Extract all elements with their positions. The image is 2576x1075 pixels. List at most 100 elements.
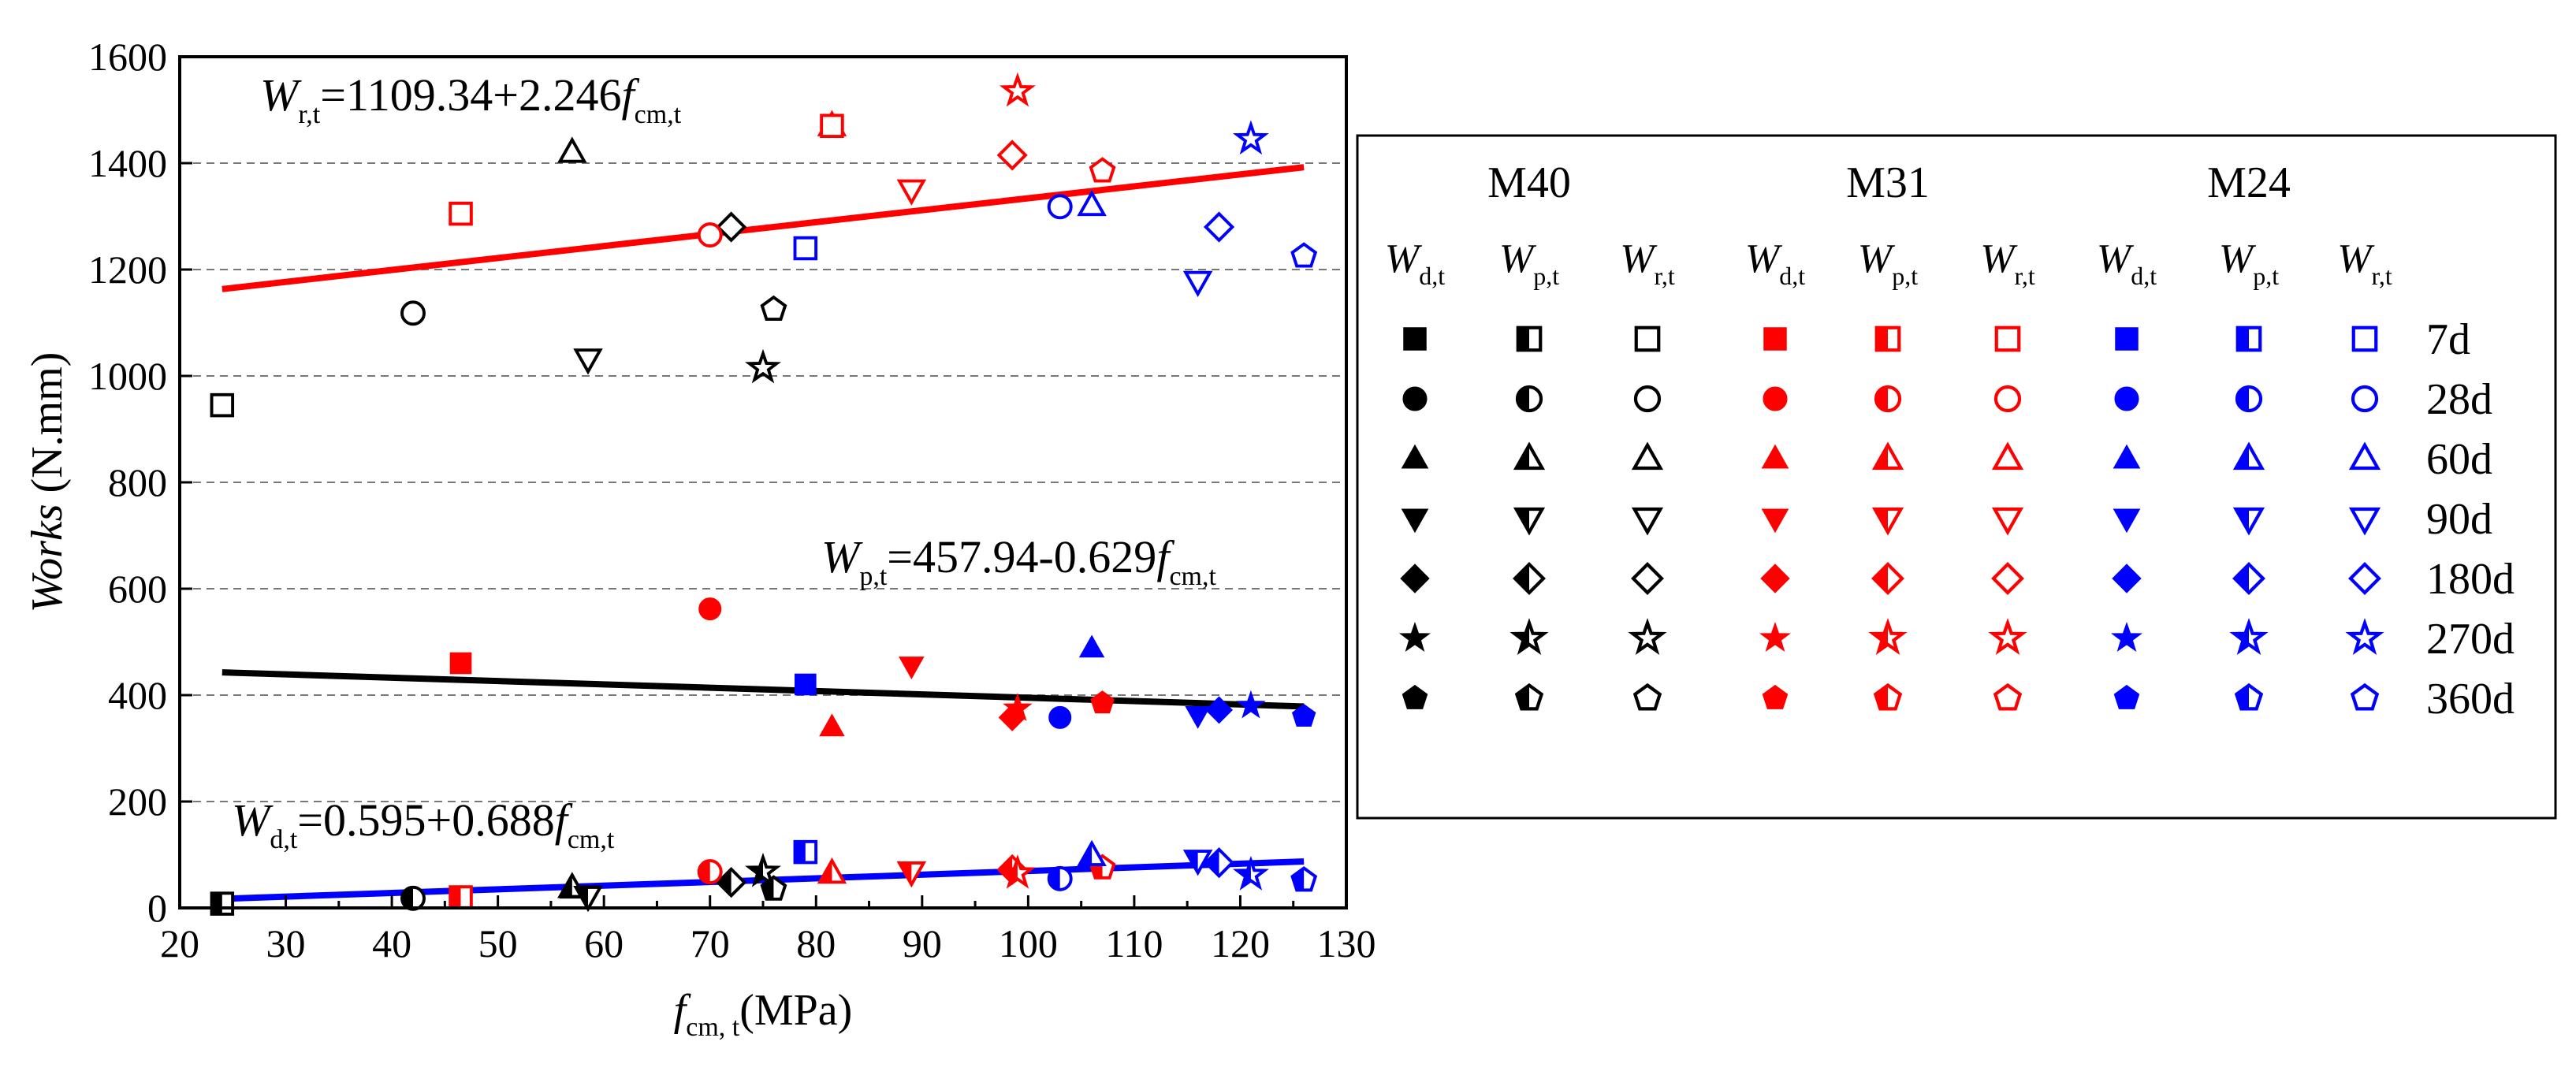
legend-marker-M31-Wd-360d — [1762, 684, 1789, 709]
x-tick-label: 90 — [903, 921, 942, 965]
fit-equation-Wp: Wp,t=457.94-0.629fcm,t — [821, 531, 1216, 591]
legend-marker-M24-Wr-90d — [2348, 507, 2381, 536]
x-tick-label: 110 — [1105, 921, 1163, 965]
data-point-M40-Wr-28d — [400, 300, 426, 326]
legend-marker-M24-Wd-7d — [2115, 327, 2139, 351]
data-point-M31-Wr-7d — [449, 201, 473, 226]
legend-marker-M31-Wd-28d — [1763, 386, 1788, 411]
data-point-M31-Wd-270d — [1003, 693, 1033, 721]
legend-marker-M40-Wp-7d — [1516, 325, 1543, 352]
data-point-M24-Wr-180d — [1203, 211, 1235, 243]
y-tick-label: 0 — [147, 886, 167, 930]
data-point-M24-Wp-360d — [1290, 866, 1318, 892]
legend-marker-M40-Wd-90d — [1401, 508, 1429, 534]
legend-marker-M24-Wd-180d — [2112, 564, 2142, 593]
data-point-M31-Wp-60d — [817, 857, 847, 884]
legend-marker-M24-Wp-7d — [2235, 325, 2262, 352]
legend-marker-M24-Wp-360d — [2234, 683, 2264, 711]
legend-marker-M40-Wp-270d — [1509, 618, 1549, 655]
legend-marker-M40-Wp-90d — [1513, 507, 1546, 536]
legend-marker-M40-Wd-60d — [1401, 444, 1429, 469]
x-tick-label: 130 — [1317, 921, 1376, 965]
y-tick-label: 400 — [108, 673, 167, 717]
data-point-M40-Wr-360d — [760, 295, 787, 322]
legend-header-M31-Wr: Wr,t — [1980, 236, 2035, 290]
legend-marker-M24-Wd-60d — [2113, 444, 2141, 469]
legend-marker-M40-Wr-270d — [1628, 618, 1667, 655]
y-tick-label: 200 — [108, 779, 167, 824]
legend-age-90d: 90d — [2426, 495, 2492, 544]
legend-marker-M31-Wd-270d — [1759, 621, 1791, 653]
legend-marker-M40-Wr-90d — [1631, 507, 1664, 536]
legend-marker-M31-Wp-180d — [1871, 562, 1904, 595]
data-point-M31-Wr-180d — [996, 139, 1028, 171]
data-point-M40-Wp-7d — [210, 891, 235, 916]
x-tick-label: 70 — [691, 921, 730, 965]
data-point-M31-Wp-90d — [896, 861, 927, 888]
legend-marker-M40-Wd-28d — [1402, 386, 1428, 411]
legend-age-360d: 360d — [2426, 675, 2515, 723]
data-point-M24-Wd-180d — [1205, 696, 1234, 724]
data-point-M31-Wr-90d — [896, 179, 927, 206]
fit-equation-Wr: Wr,t=1109.34+2.246fcm,t — [260, 69, 682, 129]
legend-age-60d: 60d — [2426, 435, 2492, 484]
legend-marker-M31-Wd-180d — [1760, 564, 1790, 593]
x-tick-label: 120 — [1211, 921, 1270, 965]
fit-line-Wr — [221, 164, 1305, 292]
legend-marker-M24-Wp-28d — [2235, 385, 2263, 413]
legend-marker-M40-Wp-180d — [1513, 562, 1546, 595]
legend-marker-M31-Wp-270d — [1868, 618, 1908, 655]
data-point-M24-Wd-28d — [1048, 705, 1072, 729]
legend-marker-M24-Wr-360d — [2350, 683, 2380, 711]
data-point-M24-Wp-180d — [1203, 847, 1235, 879]
x-tick-label: 60 — [584, 921, 624, 965]
legend-marker-M31-Wd-90d — [1761, 508, 1789, 534]
data-point-M24-Wd-360d — [1291, 703, 1316, 727]
legend-header-M31-Wp: Wp,t — [1858, 236, 1918, 290]
legend-age-270d: 270d — [2426, 615, 2515, 664]
data-points — [210, 72, 1318, 916]
fit-equations: Wr,t=1109.34+2.246fcm,t Wp,t=457.94-0.629… — [232, 69, 1216, 854]
legend-marker-M24-Wp-180d — [2232, 562, 2265, 595]
x-tick-label: 30 — [266, 921, 306, 965]
data-point-M31-Wd-60d — [819, 713, 845, 737]
legend-marker-M31-Wr-7d — [1994, 325, 2021, 352]
legend-marker-M31-Wr-28d — [1993, 385, 2022, 413]
axis-ticks: 20 30 40 50 60 70 80 90 100 110 120 130 0 200 400 600 80… — [88, 35, 1376, 965]
legend-marker-M24-Wd-28d — [2114, 386, 2139, 411]
data-point-M40-Wp-360d — [760, 875, 787, 901]
x-tick-label: 100 — [999, 921, 1058, 965]
legend-box — [1356, 134, 2557, 820]
legend: M40 M31 M24 Wd,t Wp,t Wr,t Wd,t Wp,t Wr,t Wd,t Wp,… — [1356, 134, 2557, 820]
legend-marker-M24-Wp-60d — [2232, 441, 2265, 471]
legend-age-180d: 180d — [2426, 555, 2515, 604]
x-tick-label: 40 — [372, 921, 411, 965]
data-point-M40-Wr-7d — [210, 392, 235, 418]
data-point-M31-Wr-7d — [820, 113, 844, 139]
data-point-M24-Wp-7d — [793, 839, 818, 865]
data-point-M31-Wp-28d — [697, 859, 723, 885]
legend-header-M40-Wp: Wp,t — [1499, 236, 1559, 290]
legend-marker-M40-Wr-7d — [1634, 325, 1661, 352]
legend-group-M24: M24 — [2207, 158, 2291, 207]
y-tick-label: 600 — [108, 567, 167, 611]
legend-marker-M40-Wr-60d — [1631, 441, 1664, 471]
data-point-M40-Wr-180d — [716, 211, 747, 243]
data-point-M31-Wr-360d — [1089, 157, 1116, 183]
data-point-M24-Wp-60d — [1077, 839, 1107, 867]
legend-marker-M40-Wp-360d — [1514, 683, 1544, 711]
y-axis-title: Works (N.mm) — [23, 352, 72, 613]
data-point-M24-Wr-90d — [1182, 270, 1213, 297]
legend-marker-M40-Wd-270d — [1399, 621, 1431, 653]
legend-header-M40-Wr: Wr,t — [1620, 236, 1675, 290]
legend-age-7d: 7d — [2426, 315, 2470, 364]
data-point-M24-Wd-7d — [795, 673, 817, 696]
x-tick-label: 50 — [478, 921, 518, 965]
data-point-M24-Wd-60d — [1078, 634, 1105, 658]
legend-marker-M40-Wd-180d — [1400, 564, 1430, 593]
legend-marker-M24-Wd-360d — [2113, 684, 2140, 709]
legend-marker-M24-Wd-270d — [2111, 621, 2142, 653]
legend-marker-M24-Wp-90d — [2232, 507, 2265, 536]
data-point-M31-Wr-28d — [697, 222, 723, 248]
